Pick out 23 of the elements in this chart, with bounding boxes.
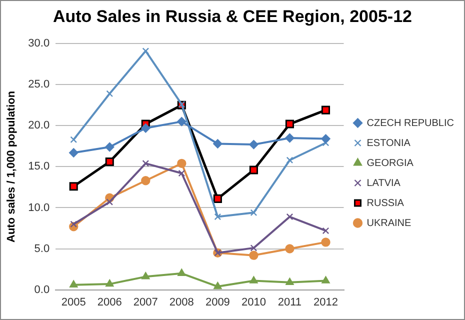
y-tick-label: 25.0 (28, 78, 50, 91)
y-axis-title: Auto sales / 1,000 population (6, 90, 18, 242)
y-tick-label: 15.0 (28, 160, 50, 173)
x-tick-label: 2011 (278, 296, 302, 308)
chart-title: Auto Sales in Russia & CEE Region, 2005-12 (52, 7, 413, 27)
legend-label: RUSSIA (366, 198, 404, 209)
x-tick-label: 2009 (205, 296, 230, 308)
legend-label: ESTONIA (366, 138, 411, 149)
legend-label: GEORGIA (366, 158, 414, 169)
y-tick-label: 20.0 (28, 120, 50, 132)
x-tick-label: 2006 (97, 296, 122, 308)
x-tick-label: 2010 (241, 296, 266, 308)
legend-label: UKRAINE (366, 218, 412, 229)
y-tick-label: 30.0 (28, 38, 50, 50)
legend-label: LATVIA (366, 178, 401, 189)
y-tick-label: 10.0 (28, 202, 50, 214)
x-tick-label: 2005 (61, 296, 86, 308)
legend-label: CZECH REPUBLIC (366, 118, 454, 129)
y-tick-label: 0.0 (34, 284, 50, 296)
x-tick-label: 2008 (169, 296, 194, 308)
y-tick-label: 5.0 (34, 242, 50, 255)
x-tick-label: 2007 (133, 296, 158, 308)
x-tick-label: 2012 (314, 296, 338, 308)
